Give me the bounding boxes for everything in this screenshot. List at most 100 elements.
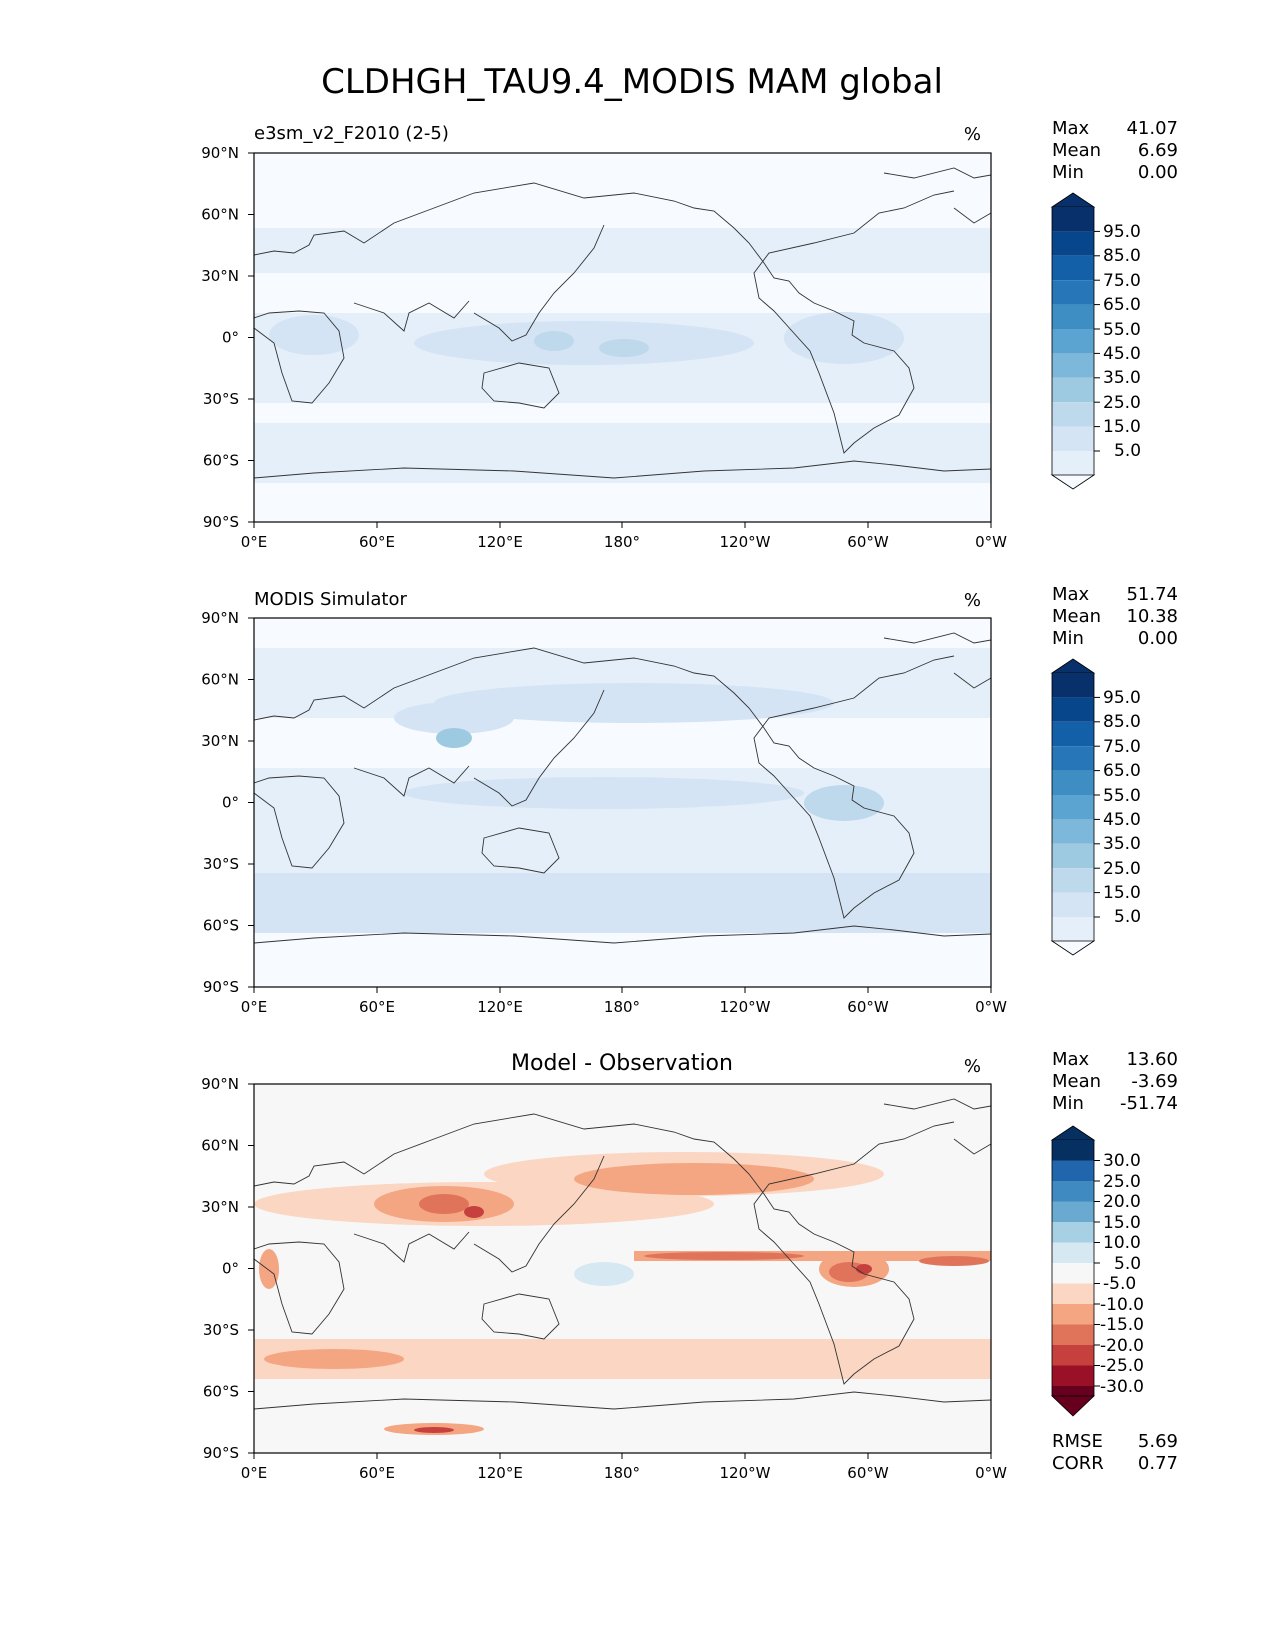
lon-tick-label: 0°W [975, 533, 1007, 551]
panel-3-coastlines [254, 1098, 991, 1410]
lat-tick-label: 30°S [203, 1321, 239, 1339]
lat-tick-label: 90°S [203, 1444, 239, 1462]
panel-3-lon-axis: 0°E 60°E 120°E 180° 120°W 60°W 0°W [241, 1453, 1007, 1482]
colorbar-bottom-extend [1051, 1395, 1095, 1417]
colorbar-tick-label: 95.0 [1103, 222, 1141, 242]
figure-title: CLDHGH_TAU9.4_MODIS MAM global [321, 62, 943, 102]
colorbar-top-extend [1050, 192, 1096, 208]
colorbar-bottom-extend [1050, 474, 1096, 490]
lat-tick-label: 30°N [201, 267, 239, 285]
lon-tick-label: 120°W [720, 533, 771, 551]
panel-3-units: % [964, 1056, 981, 1077]
lon-tick-label: 180° [604, 998, 640, 1016]
panel-3-colorbar: 30.0 25.0 20.0 15.0 10.0 5.0 -5.0 -10.0 … [1050, 1125, 1144, 1417]
lat-tick-label: 60°N [201, 206, 239, 224]
colorbar-tick-label: -10.0 [1100, 1295, 1144, 1315]
lat-tick-label: 90°S [203, 513, 239, 531]
colorbar-tick-label: 30.0 [1103, 1151, 1141, 1171]
colorbar-tick-label: 15.0 [1103, 1213, 1141, 1233]
stat-value: 13.60 [1126, 1049, 1178, 1070]
panel-3-lat-axis: 90°N 60°N 30°N 0° 30°S 60°S 90°S [201, 1075, 254, 1462]
panel-3-contour-fill [254, 1152, 991, 1435]
panel-1-lon-axis: 0°E 60°E 120°E 180° 120°W 60°W 0°W [241, 522, 1007, 551]
lat-tick-label: 0° [222, 1260, 239, 1278]
stat-label: Mean [1052, 1071, 1101, 1092]
lat-tick-label: 90°N [201, 144, 239, 162]
colorbar-tick-label: -25.0 [1100, 1356, 1144, 1376]
stat-value: 10.38 [1126, 606, 1178, 627]
panel-2-units: % [964, 590, 981, 611]
lon-tick-label: 120°E [477, 1464, 523, 1482]
colorbar-tick-label: -30.0 [1100, 1377, 1144, 1397]
lat-tick-label: 30°S [203, 390, 239, 408]
lat-tick-label: 90°S [203, 978, 239, 996]
lat-tick-label: 90°N [201, 609, 239, 627]
lon-tick-label: 120°E [477, 998, 523, 1016]
panel-1: e3sm_v2_F2010 (2-5) % [201, 118, 1178, 551]
colorbar-tick-label: -15.0 [1100, 1315, 1144, 1335]
colorbar-tick-label: 15.0 [1103, 417, 1141, 437]
metric-label: CORR [1052, 1453, 1104, 1474]
colorbar-tick-label: 5.0 [1114, 1254, 1141, 1274]
stat-value: 0.00 [1138, 162, 1178, 183]
panel-3-stats: Max 13.60 Mean -3.69 Min -51.74 [1052, 1049, 1178, 1114]
colorbar-tick-label: 25.0 [1103, 1172, 1141, 1192]
lat-tick-label: 0° [222, 329, 239, 347]
colorbar-tick-label: 65.0 [1103, 761, 1141, 781]
panel-2: MODIS Simulator % [201, 584, 1178, 1016]
panel-1-map [253, 152, 992, 523]
stat-value: 0.00 [1138, 628, 1178, 649]
colorbar-top-extend [1050, 658, 1096, 674]
stat-value: 41.07 [1126, 118, 1178, 139]
colorbar-tick-label: 20.0 [1103, 1192, 1141, 1212]
stat-value: 51.74 [1126, 584, 1178, 605]
stat-label: Max [1052, 118, 1090, 139]
colorbar-tick-label: -20.0 [1100, 1336, 1144, 1356]
colorbar-tick-label: 35.0 [1103, 834, 1141, 854]
lon-tick-label: 0°E [241, 998, 268, 1016]
panel-1-units: % [964, 124, 981, 145]
panel-2-map [253, 617, 992, 988]
colorbar-top-extend [1050, 1125, 1096, 1141]
panel-1-left-title: e3sm_v2_F2010 (2-5) [254, 123, 449, 144]
panel-2-lon-axis: 0°E 60°E 120°E 180° 120°W 60°W 0°W [241, 987, 1007, 1016]
colorbar-tick-label: 55.0 [1103, 786, 1141, 806]
stat-label: Min [1052, 162, 1084, 183]
colorbar-tick-label: 95.0 [1103, 688, 1141, 708]
stat-label: Max [1052, 1049, 1090, 1070]
lon-tick-label: 0°W [975, 998, 1007, 1016]
metric-value: 0.77 [1138, 1453, 1178, 1474]
lat-tick-label: 30°N [201, 1198, 239, 1216]
colorbar-tick-label: 5.0 [1114, 907, 1141, 927]
panel-2-contour-fill [254, 648, 991, 987]
colorbar-tick-label: 75.0 [1103, 271, 1141, 291]
metric-value: 5.69 [1138, 1431, 1178, 1452]
stat-label: Min [1052, 628, 1084, 649]
stat-value: -51.74 [1120, 1093, 1178, 1114]
colorbar-bottom-extend [1050, 940, 1096, 956]
lon-tick-label: 180° [604, 1464, 640, 1482]
panel-3-metrics: RMSE 5.69 CORR 0.77 [1052, 1431, 1178, 1474]
panel-1-stats: Max 41.07 Mean 6.69 Min 0.00 [1052, 118, 1178, 183]
colorbar-tick-label: 15.0 [1103, 883, 1141, 903]
colorbar-tick-label: 45.0 [1103, 344, 1141, 364]
lon-tick-label: 120°W [720, 1464, 771, 1482]
stat-value: 6.69 [1138, 140, 1178, 161]
lon-tick-label: 60°W [847, 1464, 889, 1482]
lon-tick-label: 60°E [359, 533, 395, 551]
colorbar-tick-label: 35.0 [1103, 368, 1141, 388]
lat-tick-label: 30°N [201, 732, 239, 750]
lon-tick-label: 180° [604, 533, 640, 551]
stat-label: Mean [1052, 606, 1101, 627]
stat-label: Mean [1052, 140, 1101, 161]
panel-2-left-title: MODIS Simulator [254, 589, 407, 610]
lon-tick-label: 60°E [359, 998, 395, 1016]
metric-label: RMSE [1052, 1431, 1103, 1452]
lat-tick-label: 60°S [203, 917, 239, 935]
panel-3-center-title: Model - Observation [511, 1051, 733, 1076]
panel-2-coastlines [254, 632, 991, 944]
panel-1-coastlines [254, 167, 991, 479]
panel-2-lat-axis: 90°N 60°N 30°N 0° 30°S 60°S 90°S [201, 609, 254, 996]
panel-1-lat-axis: 90°N 60°N 30°N 0° 30°S 60°S 90°S [201, 144, 254, 531]
